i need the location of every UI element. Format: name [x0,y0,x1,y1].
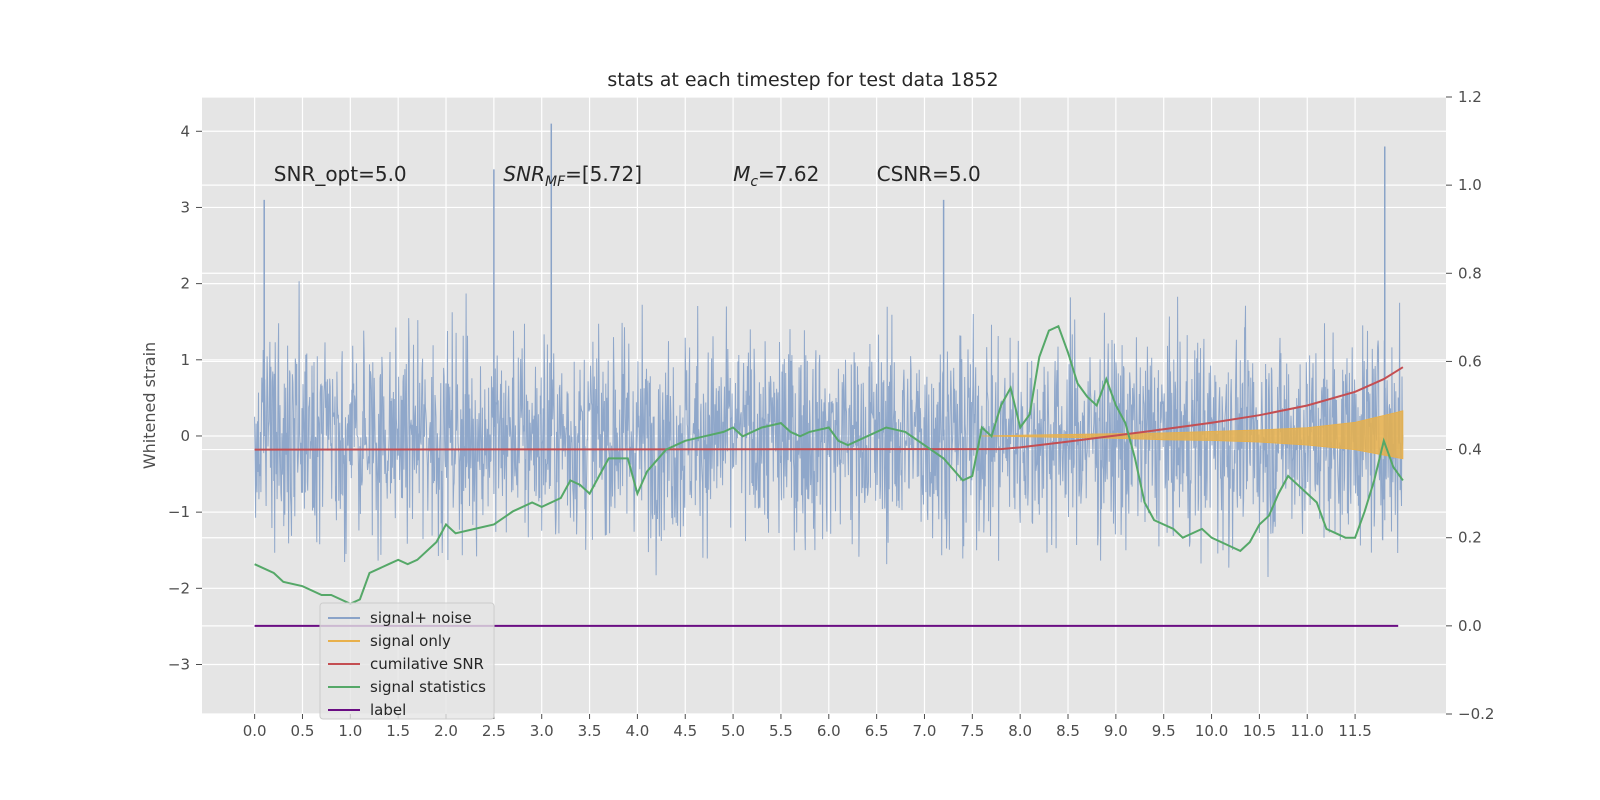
y-left-tick-label: −2 [168,579,190,597]
x-tick-label: 4.5 [673,722,697,740]
y-axis-label: Whitened strain [140,342,159,469]
x-tick-label: 0.5 [291,722,315,740]
signal-statistics-line [254,324,1404,605]
annotation-4: CSNR=5.0 [877,162,981,186]
x-tick-label: 11.0 [1291,722,1324,740]
legend-label: signal only [370,632,451,650]
x-tick-label: 1.5 [386,722,410,740]
x-tick-label: 0.0 [243,722,267,740]
y-right-tick-label: 0.0 [1458,617,1482,635]
x-tick-label: 4.0 [625,722,649,740]
cumilative-snr-line [254,366,1404,451]
y-left-tick-label: 3 [180,198,190,216]
legend-box [319,602,495,720]
x-tick-label: 2.5 [482,722,506,740]
cumilative-snr-series [254,366,1404,451]
y-left-tick-label: 0 [180,427,190,445]
annotation-1: SNR_opt=5.0 [274,162,407,186]
x-tick-label: 3.5 [578,722,602,740]
chart-title: stats at each timestep for test data 185… [607,69,998,91]
signal-noise-series [254,123,1404,578]
y-left-tick-label: 2 [180,275,190,293]
legend-label: cumilative SNR [370,655,484,673]
annotation-3: Mc=7.62 [733,162,819,190]
x-tick-label: 8.0 [1008,722,1032,740]
x-tick-label: 9.5 [1152,722,1176,740]
y-right-tick-label: 0.8 [1458,264,1482,282]
y-left-tick-label: 1 [180,351,190,369]
y-left-tick-label: −3 [168,655,190,673]
annotations: SNR_opt=5.0 SNRMF=[5.72] Mc=7.62 CSNR=5.0 [274,162,981,190]
legend: signal+ noise signal only cumilative SNR si… [319,602,495,720]
x-tick-label: 1.0 [338,722,362,740]
x-tick-label: 11.5 [1338,722,1371,740]
annotation-2: SNRMF=[5.72] [503,162,642,190]
x-tick-label: 7.0 [913,722,937,740]
y-left-tick-label: −1 [168,503,190,521]
y-left-tick-label: 4 [180,122,190,140]
signal-statistics-series [254,324,1404,605]
y-right-tick-label: 0.2 [1458,529,1482,547]
y-right-tick-label: 0.4 [1458,441,1482,459]
y-right-tick-label: −0.2 [1458,705,1494,723]
x-tick-label: 6.0 [817,722,841,740]
x-tick-label: 7.5 [960,722,984,740]
x-tick-label: 5.0 [721,722,745,740]
x-tick-label: 10.0 [1195,722,1228,740]
x-tick-label: 10.5 [1243,722,1276,740]
x-tick-label: 5.5 [769,722,793,740]
axes: 0.0 0.5 1.0 1.5 2.0 2.5 3.0 3.5 4.0 4.5 5.0 5.5 6.0 6… [168,88,1495,740]
x-tick-label: 6.5 [865,722,889,740]
x-tick-label: 9.0 [1104,722,1128,740]
y-right-tick-label: 0.6 [1458,352,1482,370]
x-tick-label: 8.5 [1056,722,1080,740]
legend-label: label [370,701,406,719]
signal-noise-line [254,281,1404,578]
y-right-tick-label: 1.0 [1458,176,1482,194]
legend-label: signal statistics [370,678,486,696]
y-right-tick-label: 1.2 [1458,88,1482,106]
x-tick-label: 2.0 [434,722,458,740]
x-tick-label: 3.0 [530,722,554,740]
legend-label: signal+ noise [370,609,472,627]
